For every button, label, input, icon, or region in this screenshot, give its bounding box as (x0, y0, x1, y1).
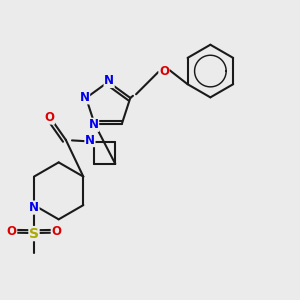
Text: O: O (7, 225, 17, 238)
Text: O: O (159, 64, 169, 78)
Text: O: O (44, 111, 54, 124)
Text: N: N (88, 118, 99, 131)
Text: N: N (29, 201, 39, 214)
Text: N: N (80, 91, 90, 104)
Text: O: O (51, 225, 61, 238)
Text: N: N (104, 74, 114, 88)
Text: N: N (85, 134, 95, 147)
Text: S: S (29, 226, 39, 241)
